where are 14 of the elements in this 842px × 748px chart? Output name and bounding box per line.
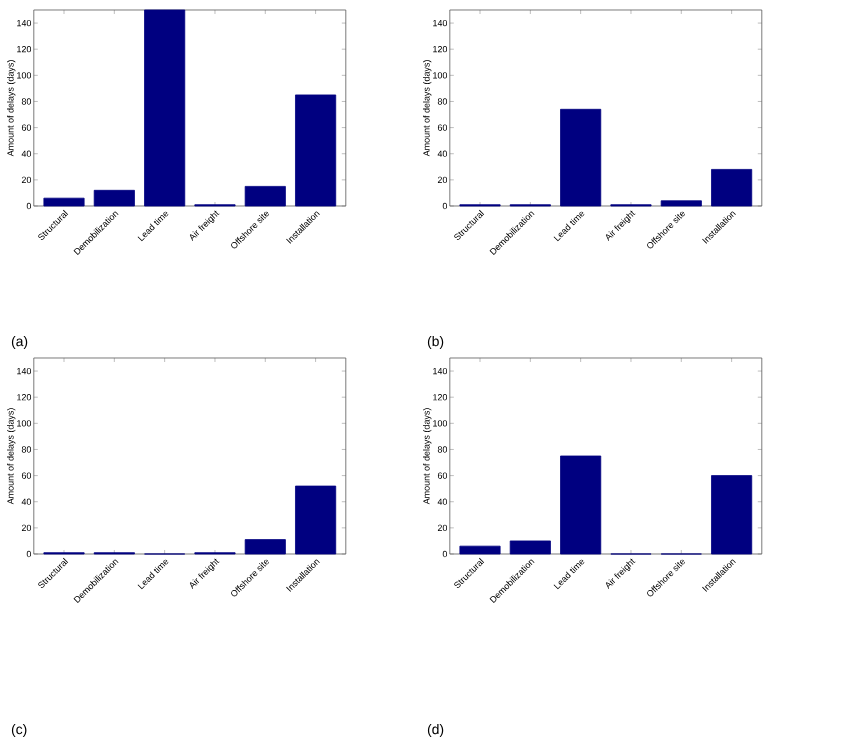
bar (144, 9, 186, 207)
bar (660, 200, 702, 207)
bar (43, 197, 85, 207)
bar (295, 94, 337, 207)
bar (711, 169, 753, 207)
bar (295, 485, 337, 555)
bar (711, 475, 753, 555)
bar (93, 189, 135, 207)
bar (244, 185, 286, 207)
bar (459, 545, 501, 555)
bar (560, 108, 602, 207)
bar (560, 455, 602, 555)
bar (509, 540, 551, 555)
bar (244, 539, 286, 555)
